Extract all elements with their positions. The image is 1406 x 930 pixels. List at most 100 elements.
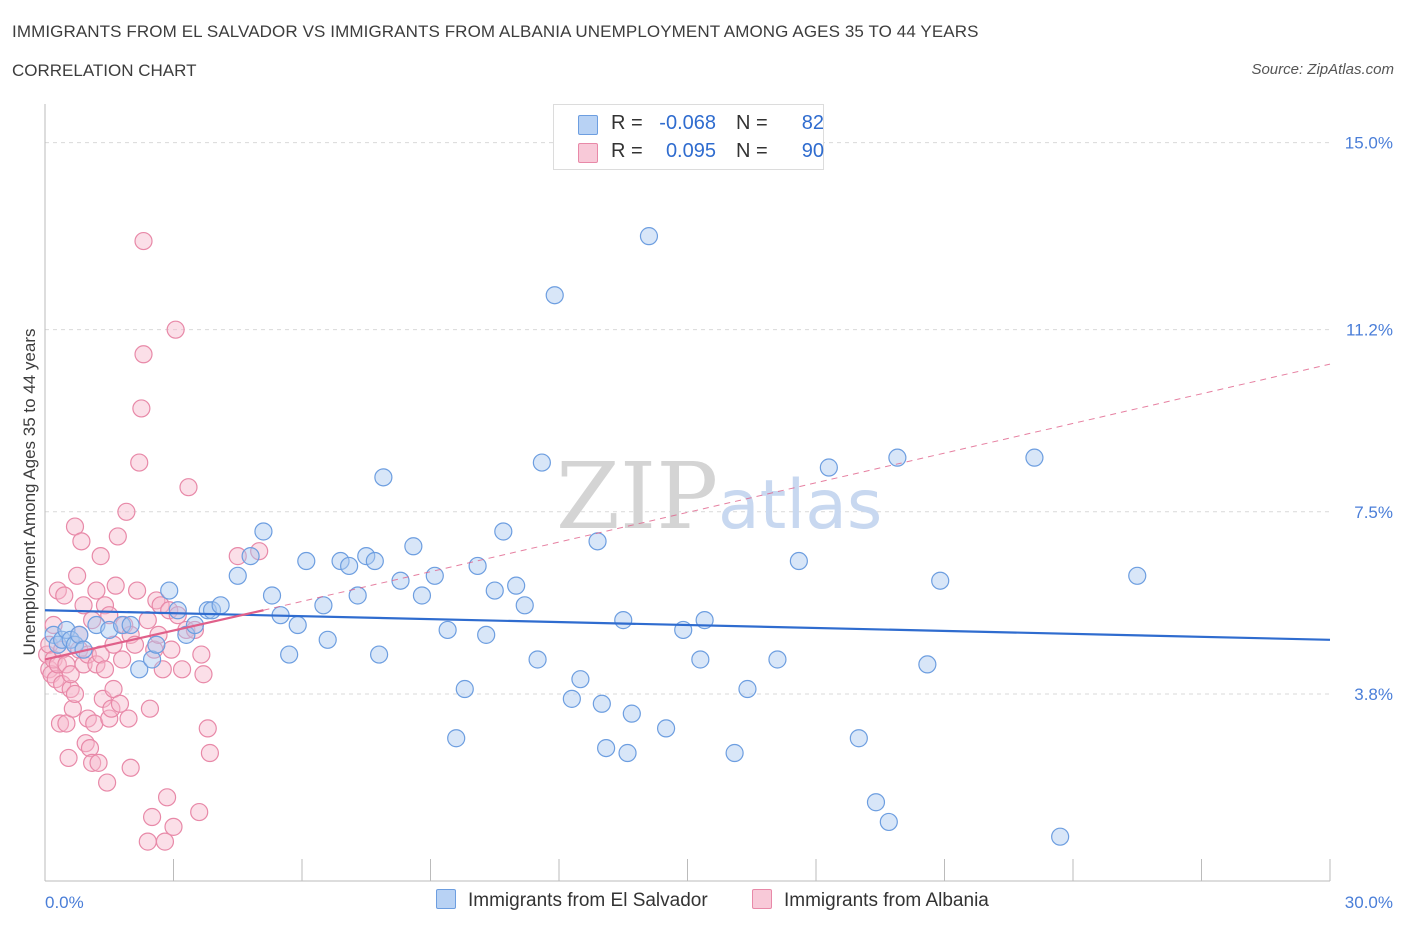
el-salvador-trend-line [44,609,1331,641]
albania-point [74,655,93,674]
albania-point [68,566,87,585]
el-salvador-point [374,468,393,487]
albania-point [91,547,110,566]
albania-point [59,748,78,768]
el-salvador-point [348,586,367,605]
el-salvador-point [211,596,230,615]
el-salvador-point [370,645,389,664]
bottom-legend-swatch-blue [436,889,456,909]
el-salvador-point [494,522,513,541]
el-salvador-point [562,689,581,708]
legend-r-value: -0.068 [659,112,716,134]
bottom-legend-albania: Immigrants from Albania [752,889,989,912]
el-salvador-point [262,586,282,605]
albania-point [74,596,93,615]
el-salvador-point [70,625,89,644]
el-salvador-point [404,537,423,556]
correlation-legend: R = -0.068 N = 82 R = 0.095 N = 90 [553,104,824,170]
el-salvador-point [447,729,466,748]
el-salvador-point [639,227,659,246]
albania-point [134,231,153,251]
x-tick-label: 30.0% [1345,893,1393,912]
albania-point [102,699,121,718]
y-tick-label: 11.2% [1346,321,1393,340]
el-salvador-point [288,615,307,635]
watermark-atlas: atlas [718,466,882,545]
el-salvador-point [280,645,299,664]
el-salvador-point [297,551,316,571]
el-salvador-point [412,586,432,605]
chart-title: IMMIGRANTS FROM EL SALVADOR VS IMMIGRANT… [12,22,979,41]
el-salvador-point [1051,827,1070,846]
el-salvador-point [391,571,410,590]
el-salvador-point [849,729,868,748]
albania-point [192,645,211,664]
bottom-legend-swatch-pink [752,889,772,909]
albania-trend-line [44,609,264,661]
albania-point [98,773,117,792]
chart-source: Source: ZipAtlas.com [1251,61,1394,78]
el-salvador-point [468,556,487,576]
legend-n-value: 82 [801,112,824,134]
el-salvador-point [918,655,937,674]
y-tick-label: 3.8% [1354,685,1393,704]
el-salvador-point [241,547,260,566]
el-salvador-point [888,448,907,467]
el-salvador-point [1128,566,1147,585]
albania-point [138,611,157,630]
albania-point [119,709,138,728]
albania-points [38,231,269,851]
el-salvador-point [331,551,350,571]
el-salvador-point [314,596,333,615]
albania-point [140,699,160,718]
bottom-legend-label: Immigrants from Albania [784,890,989,911]
el-salvador-point [592,694,611,713]
albania-trend-extension [263,363,1331,611]
albania-point [95,596,115,615]
albania-point [190,802,209,822]
el-salvador-point [147,635,166,654]
albania-point [200,743,220,763]
el-salvador-point [931,571,950,590]
albania-point [112,650,132,669]
albania-point [110,694,130,713]
axis-layer [44,104,1331,882]
el-salvador-point [254,522,273,541]
el-salvador-point [819,458,838,477]
albania-point [87,655,106,674]
albania-point [228,547,247,566]
x-tick-label: 0.0% [45,893,84,912]
el-salvador-point [528,650,547,669]
albania-point [164,817,183,836]
el-salvador-point [477,625,496,644]
albania-point [108,527,127,546]
tick-labels: 3.8% 7.5% 11.2% 15.0% 0.0% 30.0% [45,134,1393,912]
el-salvador-point [438,620,457,640]
albania-point [121,758,140,777]
albania-point [194,665,213,684]
el-salvador-point [614,611,633,630]
albania-point [50,714,70,733]
albania-point [132,399,151,418]
el-salvador-point [160,581,179,600]
albania-point [55,586,74,605]
legend-r-label: R = [611,112,643,134]
albania-point [83,753,102,772]
el-salvador-point [545,286,564,305]
el-salvador-points [44,227,1147,846]
el-salvador-point [365,551,384,571]
legend-swatch-pink [578,143,598,163]
el-salvador-point [789,551,808,571]
el-salvador-point [618,743,637,763]
albania-point [89,753,108,772]
albania-point [179,478,198,497]
legend-n-label: N = [736,112,768,134]
albania-point [106,576,125,595]
el-salvador-point [318,630,337,649]
el-salvador-point [768,650,787,669]
albania-point [172,660,192,679]
el-salvador-point [121,615,140,635]
grid-layer [45,142,1330,695]
albania-point [168,606,187,625]
